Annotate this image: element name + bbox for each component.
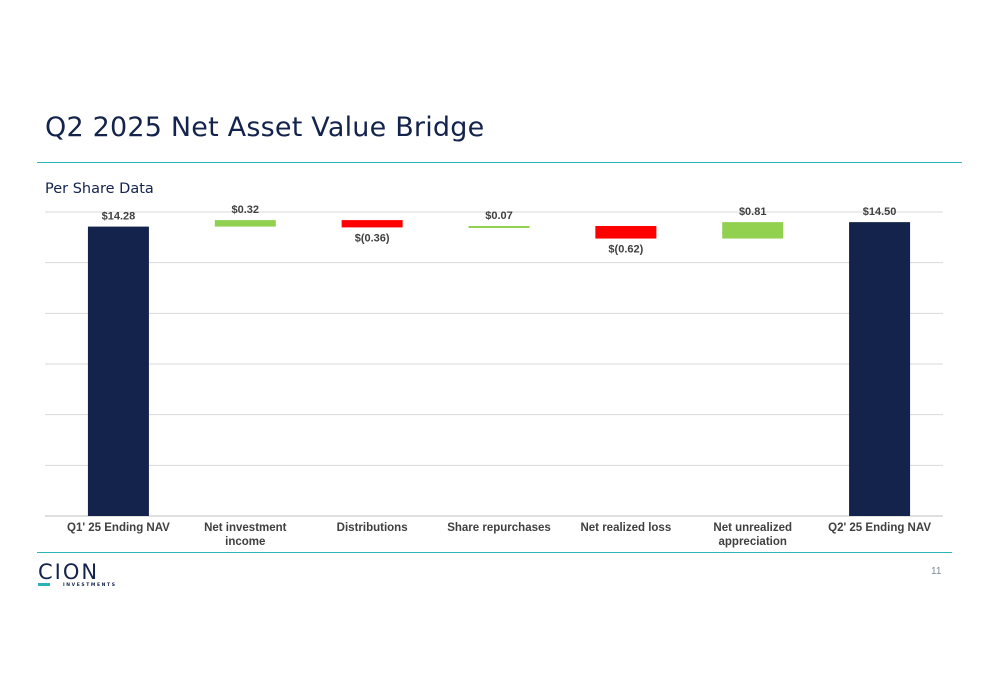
chart-subtitle: Per Share Data — [45, 181, 154, 197]
data-labels: $14.28 $0.32 $(0.36) $0.07 $(0.62) $0.81 $14.5… — [102, 204, 897, 255]
data-label-7: $14.50 — [863, 206, 897, 218]
category-label-2-line-1: Net investment — [204, 522, 287, 534]
bar-4 — [468, 225, 530, 228]
category-label-6-line-2: appreciation — [719, 536, 787, 548]
title-divider — [37, 162, 962, 163]
category-label-4: Share repurchases — [447, 522, 551, 534]
footer-divider — [37, 552, 952, 553]
bar-5 — [595, 225, 657, 239]
data-label-3: $(0.36) — [355, 232, 390, 244]
cion-logo: CION INVESTMENTS — [38, 560, 128, 592]
bar-6 — [722, 222, 784, 239]
page-number: 11 — [931, 566, 942, 577]
logo-accent-bar — [38, 583, 50, 586]
data-label-4: $0.07 — [485, 210, 513, 222]
bar-2 — [214, 220, 276, 227]
data-label-5: $(0.62) — [608, 244, 643, 256]
category-labels: Q1' 25 Ending NAV Net investment income Dis… — [67, 522, 931, 548]
page-title: Q2 2025 Net Asset Value Bridge — [45, 112, 485, 143]
data-label-1: $14.28 — [102, 211, 136, 223]
category-label-1: Q1' 25 Ending NAV — [67, 522, 170, 534]
bar-3 — [341, 220, 403, 228]
bars — [87, 220, 911, 517]
bar-1 — [87, 226, 149, 517]
data-label-6: $0.81 — [739, 206, 767, 218]
category-label-7: Q2' 25 Ending NAV — [828, 522, 931, 534]
data-label-2: $0.32 — [232, 204, 260, 216]
bar-7 — [849, 222, 911, 516]
logo-subtext: INVESTMENTS — [63, 583, 117, 588]
category-label-5: Net realized loss — [580, 522, 671, 534]
logo-wordmark: CION — [38, 560, 100, 584]
nav-bridge-chart: $14.28 $0.32 $(0.36) $0.07 $(0.62) $0.81 $14.5… — [45, 204, 943, 548]
category-label-6-line-1: Net unrealized — [713, 522, 792, 534]
category-label-3: Distributions — [337, 522, 408, 534]
gridlines — [45, 211, 943, 517]
category-label-2-line-2: income — [225, 536, 265, 548]
